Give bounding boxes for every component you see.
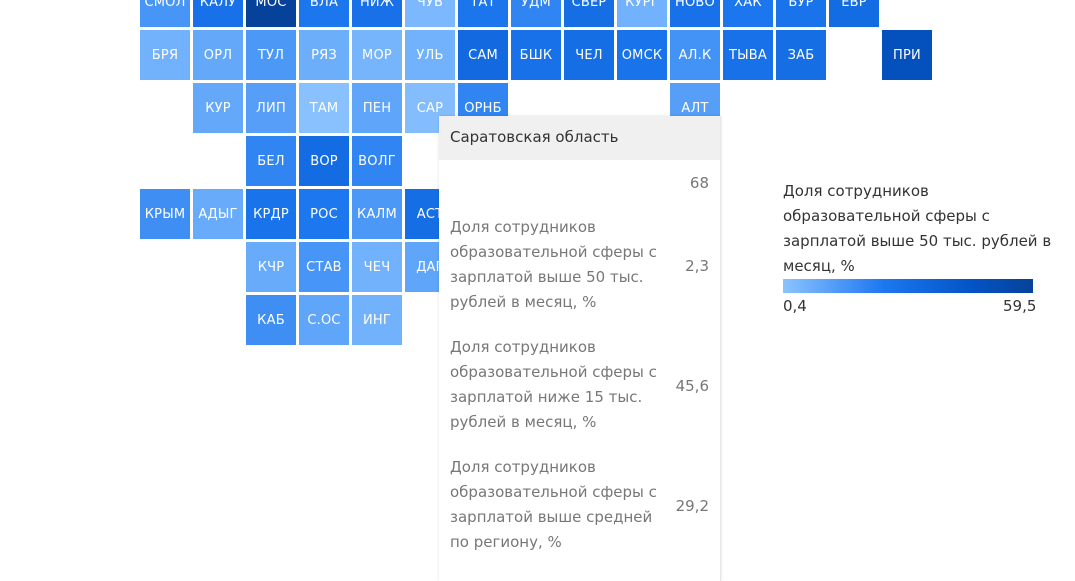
region-tile[interactable]: ВОЛГ [352, 136, 402, 186]
region-tile[interactable]: ЧЕЧ [352, 242, 402, 292]
legend-title: Доля сотрудников образовательной сферы с… [783, 182, 1052, 275]
tooltip-value-total: 68 [689, 174, 709, 192]
region-tile[interactable]: КАЛУ [193, 0, 243, 27]
region-tile[interactable]: МОР [352, 30, 402, 80]
region-tile[interactable]: САР [405, 83, 455, 133]
region-tile[interactable]: КРДР [246, 189, 296, 239]
region-tile[interactable]: АДЫГ [193, 189, 243, 239]
region-tile[interactable]: СМОЛ [140, 0, 190, 27]
region-tile[interactable]: ВЛА [299, 0, 349, 27]
region-tile[interactable]: КАБ [246, 295, 296, 345]
region-tile[interactable]: ПЕН [352, 83, 402, 133]
region-tile[interactable]: ТАМ [299, 83, 349, 133]
region-tile[interactable]: С.ОС [299, 295, 349, 345]
region-tile[interactable]: ЗАБ [776, 30, 826, 80]
region-tile[interactable]: КРЫМ [140, 189, 190, 239]
region-tile[interactable]: РЯЗ [299, 30, 349, 80]
region-tile[interactable]: ЧУВ [405, 0, 455, 27]
region-tile[interactable]: БУР [776, 0, 826, 27]
region-tile[interactable]: ПРИ [882, 30, 932, 80]
region-tile[interactable]: ЧЕЛ [564, 30, 614, 80]
tooltip-value-above-average: 29,2 [675, 497, 709, 515]
region-tile[interactable]: ВОР [299, 136, 349, 186]
region-tile[interactable]: БШК [511, 30, 561, 80]
region-tile[interactable]: СВЕР [564, 0, 614, 27]
tooltip-header: Саратовская область [439, 116, 720, 160]
region-tile[interactable]: БРЯ [140, 30, 190, 80]
region-tile[interactable]: САМ [458, 30, 508, 80]
region-tile[interactable]: ОРЛ [193, 30, 243, 80]
tooltip-label-above-average: Доля сотрудников образовательной сферы с… [450, 458, 657, 551]
region-tile[interactable]: КУРГ [617, 0, 667, 27]
region-tile[interactable]: УДМ [511, 0, 561, 27]
region-tooltip: Саратовская область 68 Доля сотрудников … [439, 116, 721, 581]
region-tile[interactable]: КАЛМ [352, 189, 402, 239]
region-tile[interactable]: МОС [246, 0, 296, 27]
region-tile[interactable]: НОВО [670, 0, 720, 27]
region-tile[interactable]: КЧР [246, 242, 296, 292]
region-tile[interactable]: ЛИП [246, 83, 296, 133]
legend-color-scale [783, 279, 1033, 293]
tooltip-label-below-15k: Доля сотрудников образовательной сферы с… [450, 338, 657, 431]
tooltip-label-above-50k: Доля сотрудников образовательной сферы с… [450, 218, 657, 311]
region-tile[interactable]: ХАК [723, 0, 773, 27]
tooltip-value-below-15k: 45,6 [675, 377, 709, 395]
region-tile[interactable]: ТЫВА [723, 30, 773, 80]
region-tile[interactable]: АЛ.К [670, 30, 720, 80]
region-tile[interactable]: ОМСК [617, 30, 667, 80]
region-tile[interactable]: УЛЬ [405, 30, 455, 80]
region-tile[interactable]: РОС [299, 189, 349, 239]
legend-max-label: 59,5 [1003, 297, 1037, 315]
region-tile[interactable]: БЕЛ [246, 136, 296, 186]
legend-min-label: 0,4 [783, 297, 807, 315]
region-tile[interactable]: КУР [193, 83, 243, 133]
region-tile[interactable]: СТАВ [299, 242, 349, 292]
tooltip-value-above-50k: 2,3 [685, 257, 709, 275]
region-tile[interactable]: ЕВР [829, 0, 879, 27]
region-tile[interactable]: ТАТ [458, 0, 508, 27]
region-tile[interactable]: ИНГ [352, 295, 402, 345]
region-tile[interactable]: ТУЛ [246, 30, 296, 80]
tooltip-title: Саратовская область [450, 128, 619, 146]
region-tile[interactable]: НИЖ [352, 0, 402, 27]
